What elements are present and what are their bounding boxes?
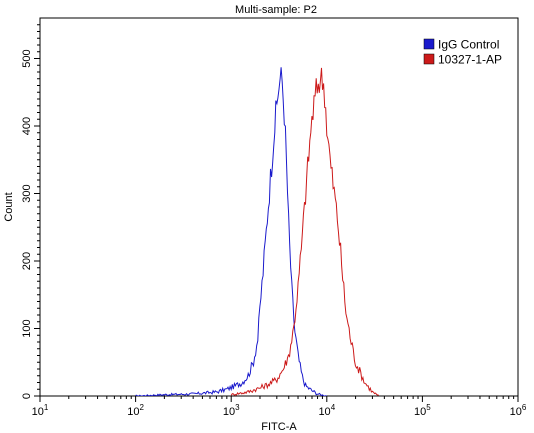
x-axis-title: FITC-A [261,421,297,433]
y-tick-label: 0 [21,393,33,399]
x-tick-exponent: 1 [44,403,49,412]
x-tick-label: 105 [414,403,431,418]
y-tick-label: 400 [21,117,33,135]
series-line-2 [230,67,379,396]
y-tick-label: 300 [21,184,33,202]
x-axis: 101 102 103 104 105 106 [32,396,527,418]
x-tick-exponent: 3 [235,403,240,412]
x-tick-exponent: 2 [139,403,144,412]
legend-label: IgG Control [438,38,499,52]
x-tick-exponent: 4 [331,403,336,412]
y-tick-label: 500 [21,49,33,67]
y-axis-title: Count [3,192,15,221]
x-tick-label: 106 [510,403,527,418]
series-group [135,67,379,396]
y-tick-label: 200 [21,252,33,270]
x-tick-label: 104 [318,403,335,418]
x-tick-exponent: 5 [426,403,431,412]
legend-label: 10327-1-AP [438,53,502,67]
y-axis: 0 100 200 300 400 500 [21,24,40,399]
x-tick-label: 103 [223,403,240,418]
legend-swatch [423,38,435,50]
legend-swatch [423,53,435,65]
series-line-1 [135,67,327,396]
x-tick-exponent: 6 [522,403,527,412]
plot-area [39,17,519,397]
chart-title: Multi-sample: P2 [235,4,317,16]
x-tick-label: 101 [32,403,49,418]
x-tick-label: 102 [127,403,144,418]
y-tick-label: 100 [21,319,33,337]
